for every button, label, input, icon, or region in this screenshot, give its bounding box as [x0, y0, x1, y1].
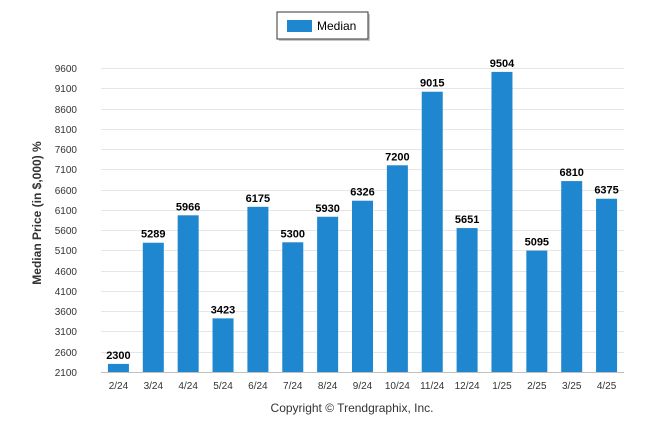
x-tick-label: 7/24 — [283, 381, 303, 392]
x-tick-label: 4/24 — [178, 381, 198, 392]
x-tick-label: 2/24 — [109, 381, 129, 392]
x-tick-label: 10/24 — [385, 381, 410, 392]
y-tick-label: 2600 — [55, 348, 78, 359]
y-tick-label: 6600 — [55, 186, 78, 197]
bar — [107, 363, 129, 372]
bar — [561, 181, 583, 372]
bar-value-label: 5289 — [141, 229, 165, 241]
y-tick-label: 9600 — [55, 64, 78, 75]
y-axis-title: Median Price (in $,000) % — [30, 141, 44, 285]
x-tick-label: 8/24 — [318, 381, 338, 392]
x-tick-label: 1/25 — [492, 381, 512, 392]
bar — [212, 318, 234, 372]
bar — [596, 198, 618, 372]
bar-value-label: 6810 — [559, 167, 583, 179]
bar — [142, 242, 164, 372]
bar-value-label: 6326 — [350, 187, 374, 199]
bar-value-label: 5300 — [281, 228, 305, 240]
x-tick-label: 3/24 — [144, 381, 164, 392]
bar-value-label: 9015 — [420, 78, 444, 90]
bar-value-label: 7200 — [385, 151, 409, 163]
bar — [526, 250, 548, 372]
x-tick-label: 12/24 — [455, 381, 480, 392]
copyright-text: Copyright © Trendgraphix, Inc. — [271, 401, 434, 415]
legend-swatch — [287, 20, 312, 32]
x-tick-label: 2/25 — [527, 381, 547, 392]
legend: Median — [276, 11, 370, 41]
y-tick-label: 6100 — [55, 206, 78, 217]
bar-value-label: 6175 — [246, 193, 270, 205]
bar — [352, 200, 373, 372]
bar — [491, 71, 513, 372]
bar — [317, 216, 339, 372]
bar — [247, 206, 269, 372]
x-tick-label: 9/24 — [353, 381, 373, 392]
bar-value-label: 5930 — [315, 203, 339, 215]
y-tick-label: 3600 — [55, 307, 78, 318]
y-tick-label: 5600 — [55, 226, 78, 237]
y-tick-label: 5100 — [55, 246, 78, 257]
y-tick-label: 4100 — [55, 287, 78, 298]
y-tick-label: 2100 — [55, 368, 78, 379]
bar-value-label: 5651 — [455, 214, 479, 226]
y-tick-label: 4600 — [55, 267, 78, 278]
x-tick-label: 6/24 — [248, 381, 268, 392]
bar-value-label: 9504 — [490, 58, 515, 70]
x-axis-ticks: 2/24 3/24 4/24 5/24 6/24 7/24 8/24 9/24 10/24 11/… — [109, 381, 617, 392]
bar-value-label: 2300 — [106, 350, 130, 362]
y-axis-ticks: 2100 2600 3100 3600 4100 4600 5100 5600 6100 6600… — [55, 64, 78, 379]
bar-value-label: 5095 — [525, 237, 549, 249]
bar — [456, 228, 478, 372]
x-tick-label: 3/25 — [562, 381, 582, 392]
y-tick-label: 7100 — [55, 165, 78, 176]
x-tick-label: 4/25 — [597, 381, 617, 392]
bar — [177, 215, 199, 372]
y-tick-label: 7600 — [55, 145, 78, 156]
bar — [386, 165, 408, 372]
x-tick-label: 5/24 — [213, 381, 233, 392]
bar — [282, 242, 304, 372]
data-labels: 2300 5289 5966 3423 6175 5300 5930 6326 7200 9015… — [106, 58, 619, 362]
y-tick-label: 3100 — [55, 327, 78, 338]
bars — [107, 71, 618, 372]
bar-value-label: 3423 — [211, 304, 235, 316]
x-tick-label: 11/24 — [420, 381, 445, 392]
bar-value-label: 5966 — [176, 201, 200, 213]
bar-value-label: 6375 — [594, 185, 618, 197]
y-tick-label: 9100 — [55, 84, 78, 95]
bar — [421, 91, 443, 372]
legend-label: Median — [317, 19, 356, 33]
y-tick-label: 8600 — [55, 105, 78, 116]
y-tick-label: 8100 — [55, 125, 78, 136]
